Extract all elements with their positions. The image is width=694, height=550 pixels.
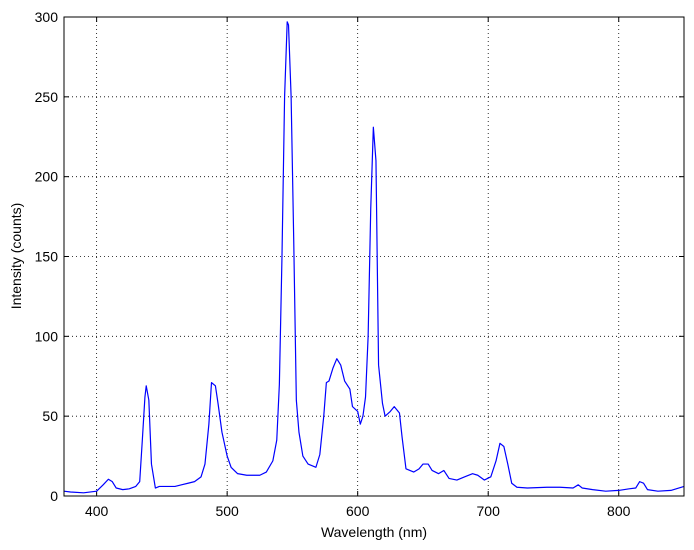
y-tick-label: 100: [35, 328, 59, 344]
x-tick-label: 700: [477, 503, 501, 519]
x-tick-label: 600: [346, 503, 370, 519]
y-tick-label: 150: [35, 249, 59, 265]
spectrum-line: [63, 21, 685, 494]
y-tick-label: 250: [35, 89, 59, 105]
y-tick-label: 200: [35, 169, 59, 185]
plot-frame: [63, 16, 685, 497]
y-tick-label: 300: [35, 9, 59, 25]
x-tick-label: 800: [607, 503, 631, 519]
y-axis-label: Intensity (counts): [8, 203, 24, 310]
y-tick-label: 50: [42, 408, 58, 424]
x-axis-label: Wavelength (nm): [321, 524, 427, 540]
y-tick-label: 0: [50, 488, 58, 504]
x-tick-label: 400: [85, 503, 109, 519]
x-tick-label: 500: [215, 503, 239, 519]
